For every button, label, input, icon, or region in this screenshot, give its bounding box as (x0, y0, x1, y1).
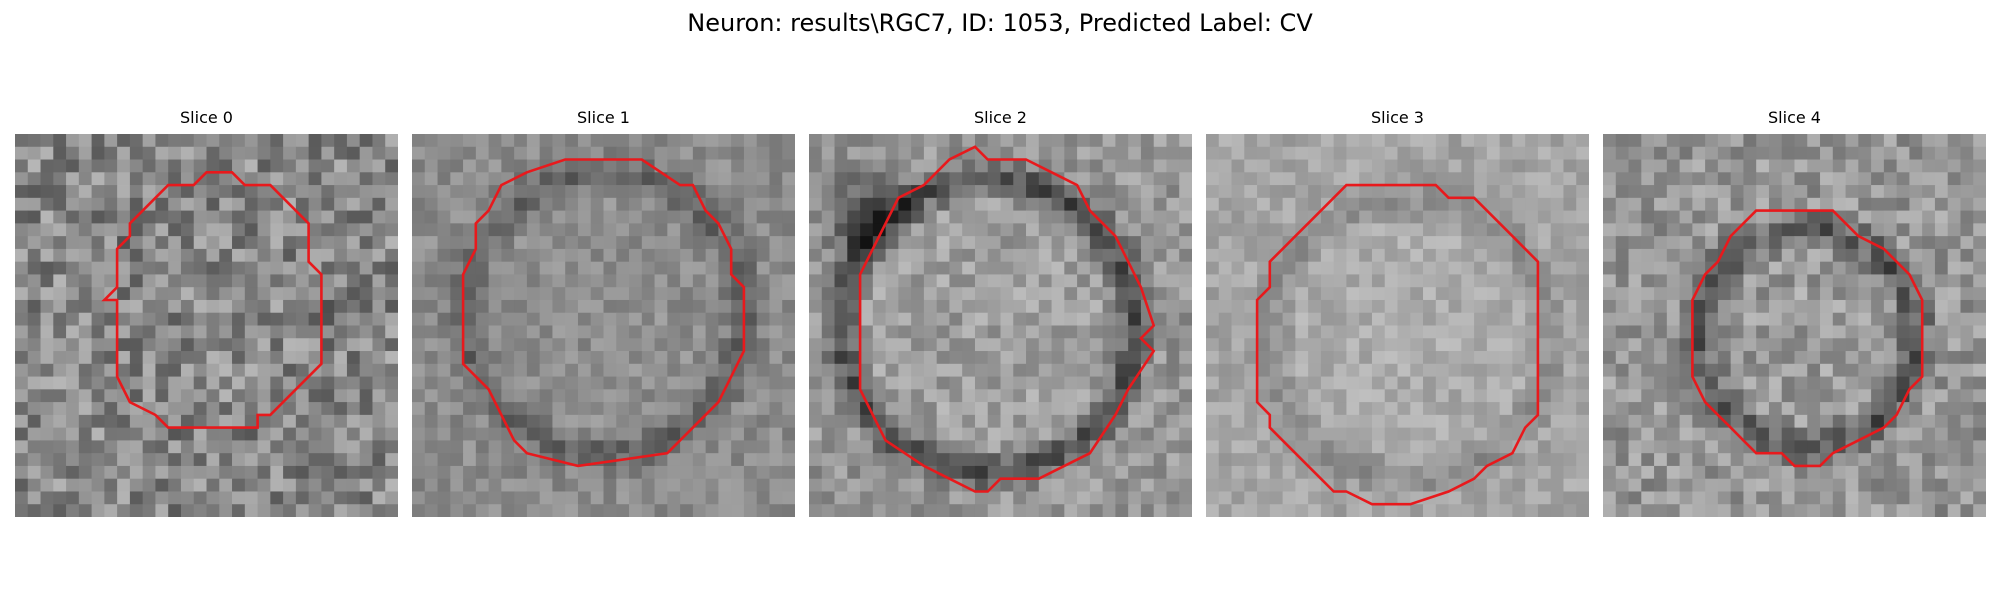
micrograph-pixels (412, 134, 795, 517)
slice-panel-3: Slice 3 (1206, 108, 1589, 517)
neuron-contour-4 (1691, 209, 1924, 468)
slice-image-3 (1206, 134, 1589, 517)
slice-panel-0: Slice 0 (15, 108, 398, 517)
slice-image-0 (15, 134, 398, 517)
slice-image-1 (412, 134, 795, 517)
slice-title-2: Slice 2 (974, 108, 1027, 127)
slice-title-1: Slice 1 (577, 108, 630, 127)
figure-title: Neuron: results\RGC7, ID: 1053, Predicte… (687, 9, 1313, 37)
micrograph-pixels (1603, 134, 1986, 517)
micrograph-svg-2 (809, 134, 1192, 517)
micrograph-pixels (15, 134, 398, 517)
micrograph-pixels (809, 134, 1192, 517)
micrograph-svg-4 (1603, 134, 1986, 517)
micrograph-svg-3 (1206, 134, 1589, 517)
micrograph-pixels (1206, 134, 1589, 517)
slice-title-3: Slice 3 (1371, 108, 1424, 127)
slice-panel-1: Slice 1 (412, 108, 795, 517)
slice-panel-4: Slice 4 (1603, 108, 1986, 517)
slice-image-2 (809, 134, 1192, 517)
slice-panel-2: Slice 2 (809, 108, 1192, 517)
slice-title-4: Slice 4 (1768, 108, 1821, 127)
micrograph-svg-1 (412, 134, 795, 517)
neuron-contour-0 (101, 170, 323, 429)
slice-title-0: Slice 0 (180, 108, 233, 127)
neuron-contour-1 (461, 158, 746, 468)
neuron-contour-3 (1255, 183, 1540, 506)
neuron-contour-2 (858, 145, 1156, 493)
micrograph-svg-0 (15, 134, 398, 517)
slice-image-4 (1603, 134, 1986, 517)
